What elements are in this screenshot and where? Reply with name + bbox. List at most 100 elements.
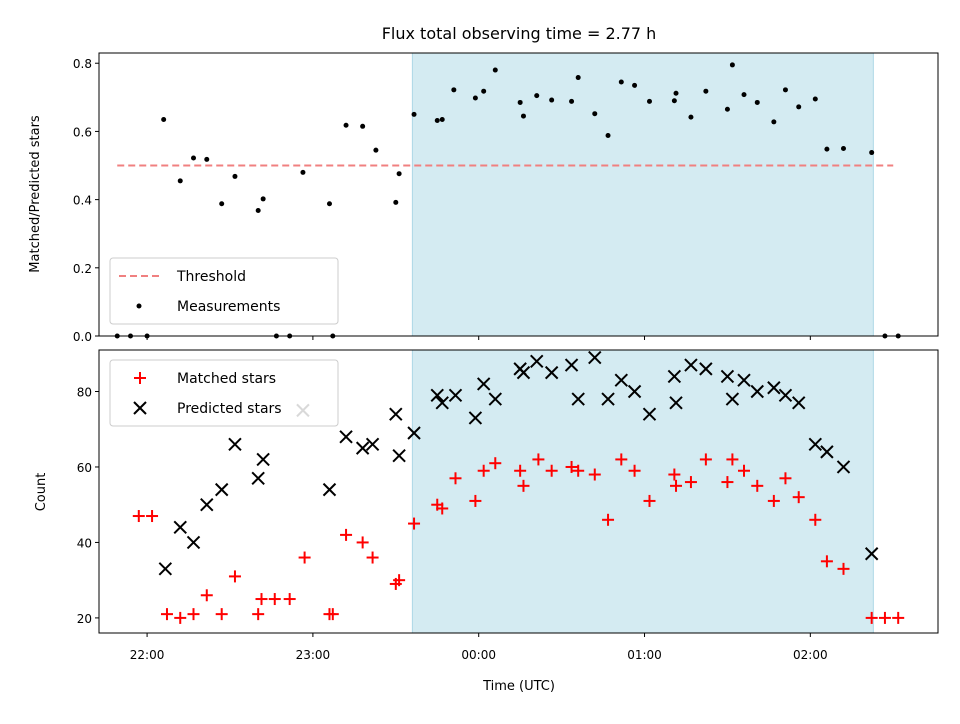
matched-star-point: [721, 476, 734, 489]
legend-matched-swatch: [134, 372, 146, 384]
predicted-star-point: [186, 535, 201, 550]
matched-star-point: [408, 517, 421, 530]
measurement-point: [360, 123, 366, 129]
matched-star-point: [200, 589, 213, 602]
predicted-star-point: [476, 377, 491, 391]
matched-star-point: [545, 464, 558, 477]
measurement-point: [260, 196, 266, 202]
measurement-point: [618, 79, 624, 85]
x-axis-label: Time (UTC): [482, 679, 555, 694]
observing-window-bottom: [411, 349, 874, 634]
measurement-point: [517, 99, 523, 105]
predicted-star-point: [588, 350, 602, 365]
measurement-point: [632, 82, 638, 88]
matched-star-point: [684, 476, 697, 489]
matched-star-point: [892, 611, 905, 624]
predicted-star-point: [214, 482, 229, 497]
measurement-point: [255, 208, 261, 214]
predicted-star-point: [251, 471, 265, 486]
bottom-x-ticks: 22:00 23:00 00:00 01:00 02:00: [130, 633, 828, 662]
matched-star-point: [252, 608, 265, 621]
predicted-star-point: [667, 369, 682, 384]
y-tick-label: 40: [77, 536, 92, 550]
predicted-star-point: [389, 407, 403, 421]
legend-measurements-swatch: [136, 303, 142, 309]
predicted-star-point: [544, 365, 559, 380]
measurement-point: [161, 116, 167, 122]
matched-star-point: [726, 453, 739, 466]
x-tick-label: 23:00: [296, 648, 331, 662]
matched-star-point: [132, 510, 145, 523]
predicted-star-point: [407, 426, 421, 440]
matched-star-point: [628, 464, 641, 477]
chart-title: Flux total observing time = 2.77 h: [382, 24, 657, 43]
measurement-point: [771, 119, 777, 125]
matched-star-point: [449, 472, 462, 485]
predicted-star-point: [750, 384, 764, 399]
measurement-point: [782, 87, 788, 93]
measurement-point: [646, 98, 652, 104]
measurement-point: [671, 98, 677, 104]
matched-star-point: [283, 593, 296, 606]
predicted-star-point: [627, 384, 642, 399]
measurement-point: [673, 90, 679, 96]
y-tick-label: 0.8: [73, 57, 92, 71]
matched-star-point: [572, 464, 585, 477]
y-tick-label: 20: [77, 612, 92, 626]
measurement-point: [492, 67, 498, 73]
predicted-star-point: [571, 392, 585, 406]
measurement-point: [434, 118, 440, 124]
matched-star-point: [255, 593, 268, 606]
predicted-star-point: [564, 358, 579, 372]
matched-star-point: [366, 551, 379, 564]
matched-star-point: [643, 494, 656, 507]
matched-star-point: [878, 611, 891, 624]
predicted-star-point: [488, 392, 502, 406]
predicted-star-point: [355, 441, 370, 455]
matched-star-point: [699, 453, 712, 466]
measurement-point: [396, 171, 402, 177]
predicted-star-point: [365, 437, 380, 452]
predicted-star-point: [820, 445, 834, 459]
predicted-star-point: [699, 362, 713, 376]
legend-predicted-swatch: [133, 401, 147, 415]
measurement-point: [393, 199, 399, 205]
x-tick-label: 01:00: [627, 648, 662, 662]
predicted-star-point: [256, 452, 270, 467]
matched-star-point: [340, 528, 353, 541]
measurement-point: [439, 116, 445, 122]
measurement-point: [729, 62, 735, 68]
matched-star-point: [668, 468, 681, 481]
top-legend: Threshold Measurements: [109, 257, 339, 325]
count-points: [132, 350, 905, 624]
matched-star-point: [792, 491, 805, 504]
matched-star-point: [809, 513, 822, 526]
measurement-point: [840, 145, 846, 151]
bottom-axes-frame: [98, 349, 939, 634]
predicted-star-point: [430, 388, 444, 402]
predicted-star-point: [720, 369, 735, 384]
predicted-star-point: [228, 437, 242, 452]
observing-window-top: [411, 52, 874, 337]
predicted-star-point: [767, 381, 781, 395]
y-tick-label: 0.4: [73, 194, 92, 208]
matched-star-point: [489, 457, 502, 470]
top-x-ticks: [146, 336, 811, 340]
matched-star-point: [187, 608, 200, 621]
measurement-point: [724, 106, 730, 112]
measurement-point: [824, 146, 830, 152]
measurement-point: [411, 111, 417, 117]
matched-star-point: [738, 464, 751, 477]
matched-star-point: [837, 562, 850, 575]
matched-star-point: [356, 536, 369, 549]
predicted-star-point: [516, 365, 531, 380]
measurement-point: [605, 133, 611, 139]
matched-star-point: [588, 468, 601, 481]
measurement-point: [741, 92, 747, 98]
legend-measurements-label: Measurements: [177, 299, 280, 315]
y-tick-label: 0.2: [73, 262, 92, 276]
measurement-point: [549, 97, 555, 103]
predicted-star-point: [435, 396, 449, 410]
matched-star-point: [160, 608, 173, 621]
